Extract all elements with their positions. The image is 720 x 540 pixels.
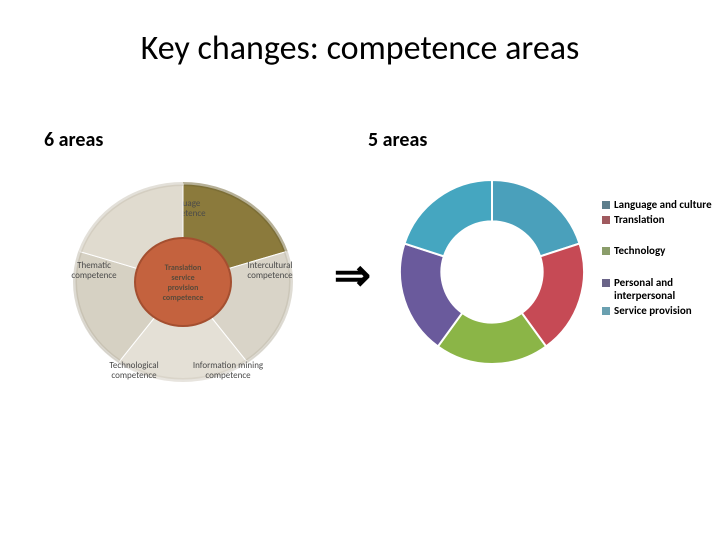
page-title: Key changes: competence areas <box>0 28 720 69</box>
legend-swatch <box>602 307 610 315</box>
legend-item: Translation <box>602 213 712 226</box>
legend-label: Personal and interpersonal <box>614 276 712 302</box>
svg-text:competence: competence <box>205 370 251 381</box>
legend-item: Language and culture <box>602 198 712 211</box>
arrow-icon: ⇒ <box>334 250 371 301</box>
legend-label: Service provision <box>614 304 692 317</box>
donut-slice <box>492 180 579 256</box>
five-areas-donut <box>392 172 592 372</box>
svg-text:competence: competence <box>247 270 293 281</box>
left-subheading: 6 areas <box>44 128 103 152</box>
six-areas-chart: LanguagecompetenceInterculturalcompetenc… <box>58 170 308 400</box>
legend-label: Translation <box>614 213 665 226</box>
legend-swatch <box>602 279 610 287</box>
legend-swatch <box>602 201 610 209</box>
legend-item: Technology <box>602 244 712 257</box>
svg-text:Translation: Translation <box>165 263 202 273</box>
svg-text:competence: competence <box>111 370 157 381</box>
svg-text:provision: provision <box>168 283 199 293</box>
legend-label: Language and culture <box>614 198 712 211</box>
legend-swatch <box>602 247 610 255</box>
svg-text:competence: competence <box>163 293 204 303</box>
svg-text:competence: competence <box>71 270 117 281</box>
legend-label: Technology <box>614 244 665 257</box>
svg-text:service: service <box>171 273 194 283</box>
right-subheading: 5 areas <box>368 128 427 152</box>
donut-slice <box>405 180 492 256</box>
legend-swatch <box>602 216 610 224</box>
legend-item: Service provision <box>602 304 712 317</box>
legend-item: Personal and interpersonal <box>602 276 712 302</box>
donut-legend: Language and culture Translation Technolog… <box>602 198 712 319</box>
